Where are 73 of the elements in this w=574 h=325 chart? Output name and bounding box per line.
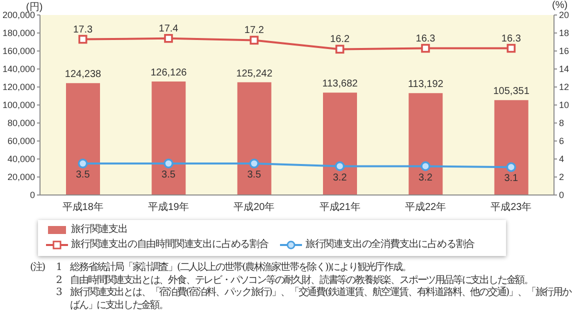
data-label: 3.5 [247,170,262,181]
y2-tick-label: 6 [559,136,564,146]
y2-tick-label: 12 [559,82,570,92]
y-tick-label: 80,000 [7,118,35,128]
point [250,36,259,45]
y-tick-label: 100,000 [2,100,35,110]
x-tick-label: 平成20年 [234,201,275,214]
data-label: 17.2 [244,25,264,36]
bar [323,92,357,195]
bar [237,82,272,195]
y2-tick-label: 20 [559,10,570,20]
y-tick-label: 200,000 [2,10,35,20]
point [506,162,516,172]
x-tick-label: 平成22年 [404,201,446,214]
data-label: 16.3 [416,33,436,44]
y2-tick-label: 10 [559,100,570,110]
point [506,44,516,53]
point [78,158,88,168]
point [164,158,174,168]
y-tick-label: 60,000 [7,136,35,146]
data-label: 3.5 [162,170,176,181]
data-label: 3.2 [332,172,348,184]
data-label: 113,682 [322,78,358,90]
text: 3 旅行関連支出とは、「宿泊費(宿泊料、パック旅行)」、「交通費(鉄道運賃、航空運賃、有料道路料、他の交通)」、「旅行用かばん」に支出した金額。 [56,287,572,312]
data-label: 124,238 [64,69,102,80]
point [334,161,345,172]
y-tick-label: 0 [30,190,35,200]
legend-label: 旅行関連支出の全消費支出に占める割合 [304,238,475,252]
y2-tick-label: 14 [559,64,570,74]
data-label: 16.2 [330,34,350,46]
y-tick-label: 160,000 [2,46,35,56]
data-label: 3.5 [76,170,90,181]
text: 1 総務省統計局「家計調査」(二人以上の世帯(農林漁家世帯を除く))により観光庁作成。 [56,262,412,274]
point [335,44,344,54]
y-axis-title: (円) [26,1,43,13]
y2-axis-title: (%) [552,0,568,11]
x-tick-label: 平成18年 [62,201,104,214]
data-label: 105,351 [493,86,530,98]
x-tick-label: 平成19年 [148,201,190,214]
y2-tick-label: 4 [559,154,564,164]
text: (注) [30,262,45,274]
x-tick-label: 平成23年 [490,201,532,214]
data-label: 16.3 [501,33,522,44]
point [78,34,88,44]
y-tick-label: 40,000 [7,154,35,164]
data-label: 113,192 [408,79,444,90]
point [164,34,173,43]
legend-label: 旅行関連支出 [70,223,128,237]
text: 2 自由時間関連支出とは、外食、テレビ・パソコン等の耐久財、読書等の教養娯楽、スポーツ用品等に支出した金額。 [56,274,534,286]
y-tick-label: 140,000 [2,64,35,74]
data-label: 17.4 [158,23,179,34]
point [420,161,430,172]
y-tick-label: 180,000 [2,28,35,38]
bar [66,83,100,195]
data-label: 3.1 [504,173,519,184]
bar [494,100,528,195]
y2-tick-label: 16 [559,46,570,56]
y-tick-label: 20,000 [7,172,35,182]
point [421,44,430,53]
y-tick-label: 120,000 [2,82,35,92]
y2-tick-label: 0 [559,190,564,200]
y2-tick-label: 8 [559,118,564,128]
y2-tick-label: 2 [559,172,564,182]
x-tick-label: 平成21年 [319,201,360,214]
y2-tick-label: 18 [559,28,570,38]
data-label: 125,242 [236,68,273,80]
bar [408,93,443,195]
legend-label: 旅行関連支出の自由時間関連支出に占める割合 [70,238,268,252]
point [249,158,260,168]
data-label: 126,126 [150,67,188,78]
data-label: 17.3 [73,24,93,36]
data-label: 3.2 [418,172,433,184]
bar [152,81,186,195]
